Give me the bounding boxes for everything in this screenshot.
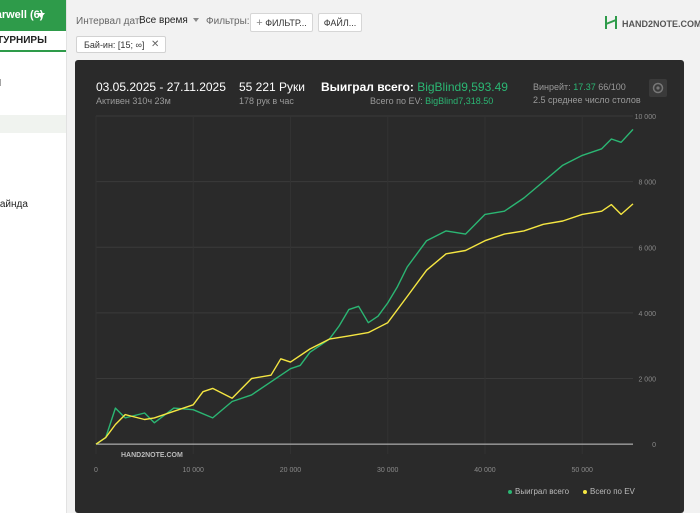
ev-total-label: Всего по EV: xyxy=(370,96,423,106)
won-total-value: BigBlind9,593.49 xyxy=(417,80,508,94)
legend-label-ev: Всего по EV xyxy=(590,487,635,496)
chart-settings-button[interactable] xyxy=(649,79,667,97)
ev-total: Всего по EV: BigBlind7,318.50 xyxy=(370,96,493,106)
tab-tournaments[interactable]: ТУРНИРЫ xyxy=(0,31,66,52)
hands-per-hour: 178 рук в час xyxy=(239,96,294,106)
x-tick-label: 30 000 xyxy=(377,467,399,474)
gear-icon xyxy=(652,82,664,94)
y-tick-label: 2 000 xyxy=(638,377,656,384)
logo-icon xyxy=(605,16,617,29)
date-interval-value: Все время xyxy=(139,15,188,26)
winrate-label: Винрейт: xyxy=(533,82,571,92)
file-button-label: ФАЙЛ... xyxy=(323,18,357,28)
won-total-label: Выиграл всего: xyxy=(321,80,414,94)
account-label: parwell (6) xyxy=(0,9,44,21)
chevron-down-icon xyxy=(192,18,199,23)
plus-icon: + xyxy=(256,17,263,29)
y-tick-label: 6 000 xyxy=(638,245,656,252)
filter-button-label: ФИЛЬТР... xyxy=(265,18,307,28)
winrate: Винрейт: 17.37 66/100 xyxy=(533,82,626,92)
close-icon[interactable]: ✕ xyxy=(151,39,160,50)
x-tick-label: 0 xyxy=(94,467,98,474)
filter-chip-buyin[interactable]: Бай-ин: [15; ∞] ✕ xyxy=(76,36,166,53)
y-tick-label: 10 000 xyxy=(635,114,657,121)
x-tick-label: 40 000 xyxy=(474,467,496,474)
avg-tables: 2.5 среднее число столов xyxy=(533,95,641,105)
date-interval-select[interactable]: Все время xyxy=(139,15,199,26)
bankroll-chart: 0 2 000 4 000 6 000 8 000 10 000 0 10 000 20 000… xyxy=(94,114,657,474)
x-tick-label: 20 000 xyxy=(280,467,302,474)
hands-count: 55 221 Руки xyxy=(239,80,305,94)
filter-chip-label: Бай-ин: [15; ∞] xyxy=(84,40,145,50)
chart-watermark: HAND2NOTE.COM xyxy=(121,452,183,459)
tab-tournaments-label: ТУРНИРЫ xyxy=(0,35,47,46)
y-tick-label: 0 xyxy=(652,442,656,449)
sidebar-item-selected[interactable] xyxy=(0,115,66,133)
x-tick-label: 50 000 xyxy=(572,467,594,474)
account-selector[interactable]: parwell (6) xyxy=(0,0,66,31)
y-tick-label: 8 000 xyxy=(638,180,656,187)
winrate-value: 17.37 xyxy=(573,82,596,92)
filters-label: Фильтры: xyxy=(206,16,250,27)
legend-swatch xyxy=(583,489,587,494)
graph-card: 03.05.2025 - 27.11.2025 Активен 310ч 23м… xyxy=(75,60,684,513)
series-line-0 xyxy=(95,128,634,445)
x-tick-label: 10 000 xyxy=(183,467,205,474)
logo-text: HAND2NOTE.COM xyxy=(622,19,700,29)
left-panel: parwell (6) ТУРНИРЫ N лайнда xyxy=(0,0,67,513)
won-total: Выиграл всего: BigBlind9,593.49 xyxy=(321,80,508,94)
sidebar-item[interactable]: N xyxy=(0,78,1,89)
date-range: 03.05.2025 - 27.11.2025 xyxy=(96,80,226,94)
legend-item-won[interactable]: Выиграл всего xyxy=(508,487,569,496)
file-button[interactable]: ФАЙЛ... xyxy=(318,13,362,32)
legend-label-won: Выиграл всего xyxy=(515,487,570,496)
active-time: Активен 310ч 23м xyxy=(96,96,171,106)
date-interval-label: Интервал дат: xyxy=(76,16,143,27)
sidebar-item[interactable]: лайнда xyxy=(0,199,28,210)
y-tick-label: 4 000 xyxy=(638,311,656,318)
filter-button[interactable]: + ФИЛЬТР... xyxy=(250,13,313,32)
legend-swatch xyxy=(508,489,512,494)
winrate-sample: 66/100 xyxy=(598,82,626,92)
series-line-1 xyxy=(95,203,634,445)
legend-item-ev[interactable]: Всего по EV xyxy=(583,487,635,496)
ev-total-value: BigBlind7,318.50 xyxy=(425,96,494,106)
chevron-down-icon xyxy=(37,13,45,18)
